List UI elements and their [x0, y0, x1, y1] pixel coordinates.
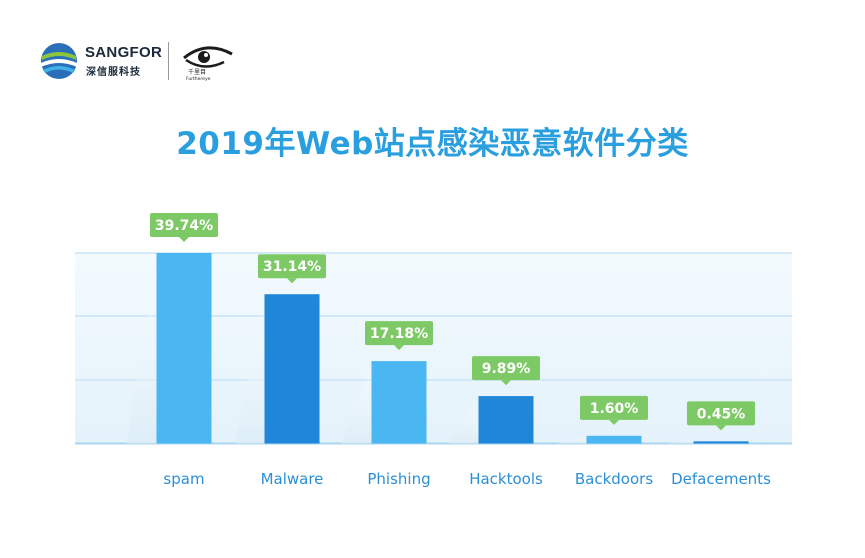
- bar-shadow: [663, 441, 694, 444]
- bar-shadow: [448, 396, 479, 444]
- data-label: 9.89%: [482, 361, 531, 377]
- sangfor-subtitle: 深信服科技: [86, 67, 141, 78]
- sangfor-logo-icon: [41, 43, 77, 79]
- sangfor-wordmark: SANGFOR: [85, 44, 163, 61]
- bar-phishing: [371, 361, 427, 444]
- data-label: 0.45%: [697, 406, 746, 422]
- partner-name: 千里目: [188, 68, 206, 76]
- bar-spam: [156, 253, 212, 444]
- data-label: 1.60%: [590, 401, 639, 417]
- logo-divider: [168, 42, 169, 80]
- bar-malware: [264, 294, 320, 444]
- bar-hacktools: [478, 396, 534, 444]
- data-label-box: [258, 254, 326, 279]
- bar-backdoors: [586, 435, 642, 444]
- data-label-pointer: [501, 380, 511, 386]
- data-label-pointer: [179, 237, 189, 242]
- data-label-box: [687, 401, 755, 426]
- x-tick-label: Phishing: [367, 470, 430, 488]
- x-tick-label: Backdoors: [575, 470, 653, 488]
- data-label-box: [365, 321, 433, 346]
- data-label-box: [580, 395, 648, 420]
- x-tick-label: spam: [163, 470, 204, 488]
- bar-shadow: [341, 361, 372, 444]
- logo-area: SANGFOR 深信服科技 千里目 Furthereye: [40, 40, 260, 84]
- x-tick-label: Hacktools: [469, 470, 543, 488]
- data-label: 31.14%: [263, 259, 321, 275]
- x-tick-label: Defacements: [671, 470, 771, 488]
- data-label: 39.74%: [155, 218, 213, 234]
- bar-defacements: [693, 441, 749, 444]
- furthereye-logo-icon: 千里目 Furthereye: [183, 46, 233, 82]
- bar-shadow: [126, 253, 157, 444]
- data-label: 17.18%: [370, 326, 428, 342]
- data-label-pointer: [716, 425, 726, 431]
- partner-subtitle: Furthereye: [186, 76, 211, 82]
- data-label-pointer: [394, 345, 404, 351]
- bar-shadow: [556, 435, 587, 444]
- data-label-box: [472, 356, 540, 381]
- data-label-box: [150, 213, 218, 237]
- bar-shadow: [234, 294, 265, 444]
- chart-title: 2019年Web站点感染恶意软件分类: [176, 126, 689, 162]
- data-label-pointer: [287, 278, 297, 284]
- x-tick-label: Malware: [261, 470, 324, 488]
- data-label-pointer: [609, 419, 619, 425]
